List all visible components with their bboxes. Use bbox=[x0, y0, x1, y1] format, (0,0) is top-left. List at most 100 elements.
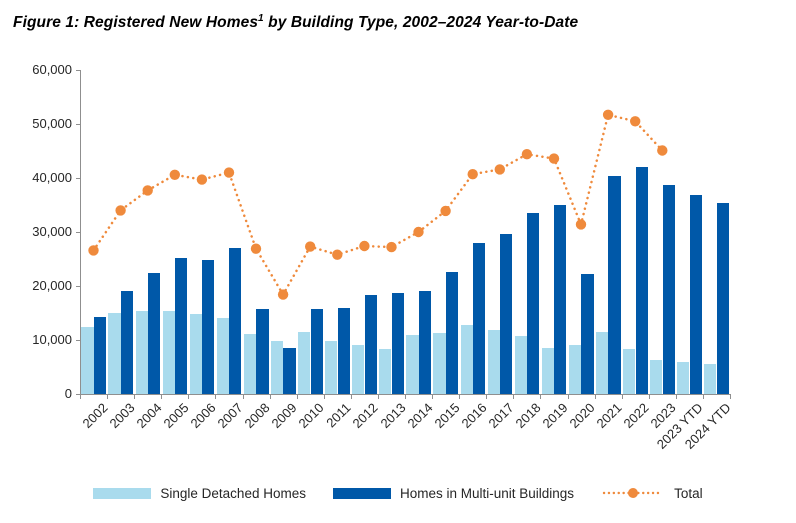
legend-item-total: Total bbox=[601, 486, 703, 501]
bar-single-detached bbox=[406, 334, 419, 394]
total-marker bbox=[575, 219, 587, 230]
total-marker bbox=[494, 164, 505, 175]
bar-single-detached bbox=[108, 313, 121, 394]
total-marker bbox=[521, 149, 533, 160]
x-tick-mark bbox=[486, 395, 488, 399]
legend-item-single-detached: Single Detached Homes bbox=[93, 486, 306, 501]
y-tick-label: 30,000 bbox=[32, 224, 72, 239]
bar-single-detached bbox=[704, 364, 717, 394]
y-tick-mark bbox=[76, 232, 80, 233]
bar-multi-unit bbox=[337, 308, 350, 394]
bar-single-detached bbox=[514, 335, 527, 394]
total-marker bbox=[169, 169, 180, 180]
bar-single-detached bbox=[487, 329, 500, 394]
y-tick-label: 50,000 bbox=[32, 116, 72, 131]
total-marker bbox=[223, 167, 235, 178]
bar-single-detached bbox=[541, 348, 554, 394]
bar-multi-unit bbox=[93, 317, 107, 394]
bar-multi-unit bbox=[418, 291, 432, 394]
bar-multi-unit bbox=[716, 203, 729, 394]
x-tick-mark bbox=[134, 395, 136, 399]
bar-single-detached bbox=[460, 325, 473, 394]
y-tick-mark bbox=[76, 178, 80, 179]
total-marker bbox=[602, 109, 614, 121]
bar-single-detached bbox=[568, 344, 582, 394]
x-tick-mark bbox=[648, 395, 650, 399]
bar-multi-unit bbox=[500, 233, 513, 394]
bar-single-detached bbox=[433, 333, 446, 394]
bar-single-detached bbox=[162, 310, 175, 394]
total-marker bbox=[440, 205, 451, 217]
bar-single-detached bbox=[81, 327, 94, 394]
bar-single-detached bbox=[677, 362, 690, 394]
bar-multi-unit bbox=[445, 272, 459, 394]
chart-title-footnote-marker: 1 bbox=[258, 13, 264, 24]
x-tick-mark bbox=[621, 395, 623, 399]
bar-multi-unit bbox=[229, 248, 242, 394]
bar-single-detached bbox=[216, 318, 229, 394]
x-tick-mark bbox=[594, 395, 596, 399]
bar-multi-unit bbox=[581, 273, 594, 394]
chart-legend: Single Detached Homes Homes in Multi-uni… bbox=[0, 482, 796, 504]
total-marker bbox=[630, 116, 641, 127]
total-marker bbox=[88, 245, 99, 256]
total-marker bbox=[277, 289, 289, 300]
y-tick-label: 40,000 bbox=[32, 170, 72, 185]
bar-multi-unit bbox=[283, 348, 296, 394]
x-tick-mark bbox=[161, 395, 163, 399]
bar-single-detached bbox=[623, 348, 636, 394]
y-tick-mark bbox=[76, 340, 80, 341]
x-tick-mark bbox=[513, 395, 515, 399]
bar-single-detached bbox=[270, 340, 284, 394]
bar-single-detached bbox=[379, 348, 392, 394]
legend-swatch-multi-unit bbox=[332, 487, 391, 499]
bar-single-detached bbox=[243, 334, 257, 394]
y-tick-mark bbox=[76, 124, 80, 125]
total-marker bbox=[250, 243, 262, 254]
x-tick-mark bbox=[242, 395, 244, 399]
bar-single-detached bbox=[298, 331, 311, 394]
bar-multi-unit bbox=[120, 291, 134, 394]
total-marker bbox=[657, 145, 668, 156]
x-tick-mark bbox=[459, 395, 461, 399]
bar-multi-unit bbox=[364, 295, 377, 394]
x-tick-mark bbox=[405, 395, 406, 399]
total-marker bbox=[142, 185, 153, 196]
x-tick-mark bbox=[377, 395, 379, 399]
bar-multi-unit bbox=[175, 257, 188, 394]
y-tick-mark bbox=[76, 70, 80, 71]
x-tick-mark bbox=[540, 395, 542, 399]
x-tick-mark bbox=[323, 395, 325, 399]
bar-single-detached bbox=[189, 314, 202, 394]
total-marker bbox=[359, 240, 370, 252]
x-tick-mark bbox=[269, 395, 271, 399]
y-tick-mark bbox=[76, 286, 80, 287]
y-tick-label: 0 bbox=[64, 386, 72, 401]
bar-multi-unit bbox=[554, 204, 567, 394]
x-tick-mark bbox=[296, 395, 298, 399]
bar-single-detached bbox=[325, 340, 338, 394]
x-tick-mark bbox=[215, 395, 217, 399]
legend-label-single-detached: Single Detached Homes bbox=[160, 485, 306, 501]
total-marker bbox=[386, 241, 397, 253]
total-marker bbox=[467, 169, 478, 180]
x-tick-mark bbox=[188, 395, 190, 399]
total-marker bbox=[332, 249, 343, 260]
x-tick-mark bbox=[432, 395, 434, 399]
total-marker bbox=[115, 205, 126, 216]
x-tick-mark bbox=[730, 395, 731, 399]
bar-single-detached bbox=[650, 360, 663, 394]
bar-multi-unit bbox=[391, 292, 404, 394]
x-tick-mark bbox=[107, 395, 109, 399]
legend-label-multi-unit: Homes in Multi-unit Buildings bbox=[399, 485, 575, 501]
total-marker bbox=[305, 241, 316, 252]
total-marker bbox=[548, 153, 560, 164]
y-tick-mark bbox=[76, 394, 80, 395]
x-tick-mark bbox=[675, 395, 677, 399]
bar-multi-unit bbox=[608, 176, 621, 394]
chart-title-prefix: Figure 1: Registered New Homes bbox=[13, 14, 259, 32]
chart-title: Figure 1: Registered New Homes1 by Build… bbox=[13, 13, 773, 32]
bar-multi-unit bbox=[473, 242, 486, 394]
bar-multi-unit bbox=[148, 273, 161, 394]
